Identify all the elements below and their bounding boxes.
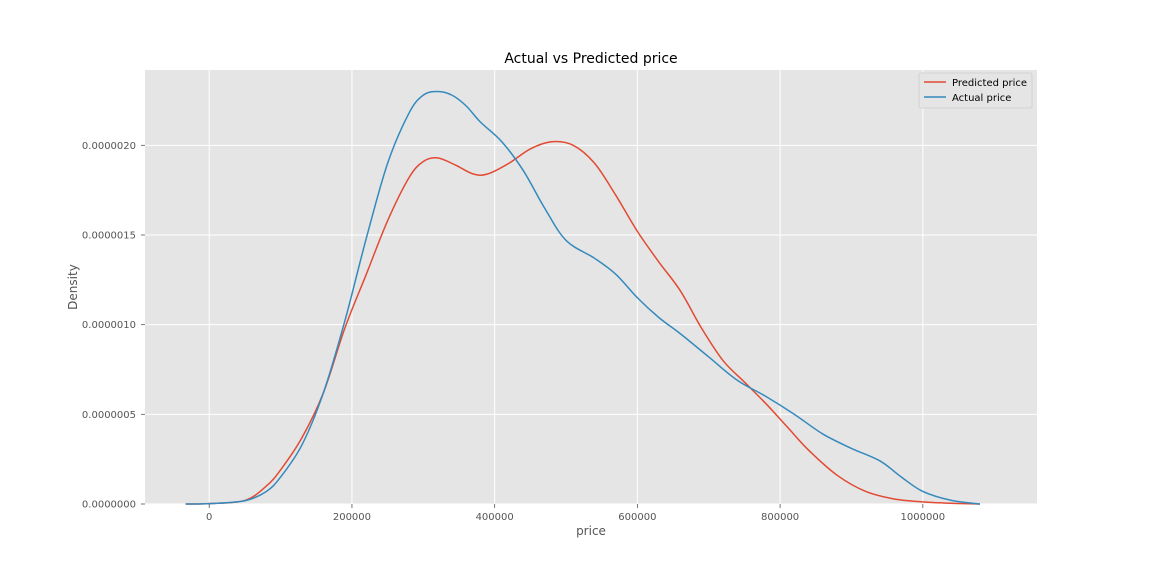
x-tick-label: 400000 (476, 512, 514, 523)
chart-title: Actual vs Predicted price (504, 51, 677, 67)
series-layer (185, 90, 981, 505)
y-tick-label: 0.0000005 (82, 410, 136, 421)
x-tick-label: 1000000 (901, 512, 946, 523)
legend: Predicted price Actual price (918, 72, 1033, 109)
x-tick-label: 200000 (333, 512, 371, 523)
y-tick-label: 0.0000020 (82, 141, 136, 152)
grid (145, 70, 1037, 505)
tick-layer: 0 200000 400000 600000 800000 1000000 0.000000… (82, 141, 945, 523)
y-tick-label: 0.0000010 (82, 320, 136, 331)
y-axis-label: Density (66, 264, 80, 310)
series-line-actual-price (185, 90, 981, 505)
x-tick-label: 600000 (618, 512, 656, 523)
legend-label-actual-price: Actual price (952, 93, 1011, 104)
legend-label-predicted-price: Predicted price (952, 78, 1027, 89)
plot-area (145, 70, 1037, 504)
x-axis-label: price (576, 524, 606, 538)
x-tick-label: 800000 (761, 512, 799, 523)
y-tick-label: 0.0000015 (82, 230, 136, 241)
legend-box (918, 72, 1033, 109)
y-tick-label: 0.0000000 (82, 500, 136, 511)
x-tick-label: 0 (206, 512, 212, 523)
